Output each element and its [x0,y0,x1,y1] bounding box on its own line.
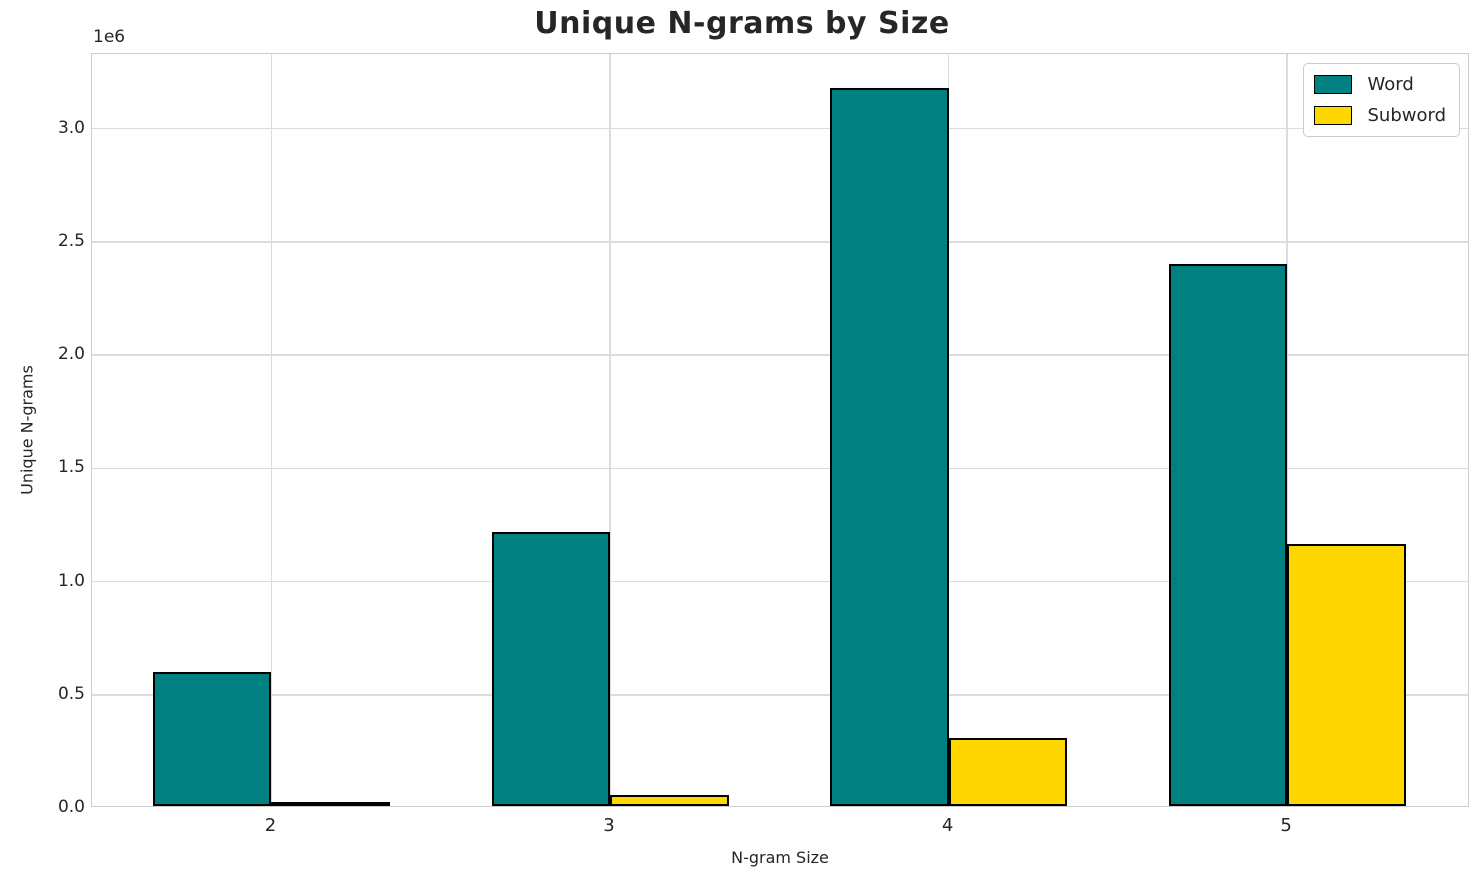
plot-area: Word Subword [91,53,1469,807]
bar-word-2 [152,672,272,806]
y-tick-0.0: 0.0 [57,797,85,817]
x-tick-2: 2 [264,815,277,836]
v-gridline-5 [1286,54,1288,806]
subword-series-swatch [1314,106,1353,125]
x-tick-4: 4 [941,815,954,836]
bar-word-5 [1168,263,1288,806]
h-gridline-1.0 [92,580,1468,583]
bar-word-4 [830,88,949,806]
bar-subword-2 [271,802,390,806]
legend-label-word: Word [1367,74,1414,95]
legend-item-word: Word [1314,74,1446,95]
legend-item-subword: Subword [1314,105,1446,126]
y-tick-2.5: 2.5 [57,230,85,251]
h-gridline-3.0 [92,127,1468,130]
x-tick-5: 5 [1280,815,1292,836]
y-tick-1.0: 1.0 [57,570,85,591]
y-axis-offset-label: 1e6 [93,27,126,47]
h-gridline-1.5 [92,467,1468,470]
legend-label-subword: Subword [1367,105,1446,126]
v-gridline-2 [270,54,273,806]
y-tick-2.0: 2.0 [57,344,85,365]
x-axis-tick-labels: 2 3 4 5 [91,815,1469,841]
y-tick-3.0: 3.0 [57,117,85,138]
bar-subword-3 [610,795,729,806]
h-gridline-2.0 [92,354,1468,356]
v-gridline-4 [947,54,950,806]
x-tick-3: 3 [603,815,615,836]
bar-word-3 [491,532,611,806]
bar-subword-4 [948,738,1068,806]
v-gridline-3 [609,54,611,806]
legend: Word Subword [1303,63,1460,137]
word-series-swatch [1314,75,1353,94]
y-tick-1.5: 1.5 [57,457,85,478]
h-gridline-2.5 [92,241,1468,243]
bar-subword-5 [1287,544,1406,806]
y-axis-tick-labels: 0.0 0.5 1.0 1.5 2.0 2.5 3.0 [0,53,85,817]
h-gridline-0.5 [92,694,1468,696]
bar-layer [92,54,1468,806]
grid-layer [92,54,1468,806]
y-tick-0.5: 0.5 [57,683,85,704]
x-axis-label: N-gram Size [731,848,829,867]
chart-title: Unique N-grams by Size [534,6,950,41]
